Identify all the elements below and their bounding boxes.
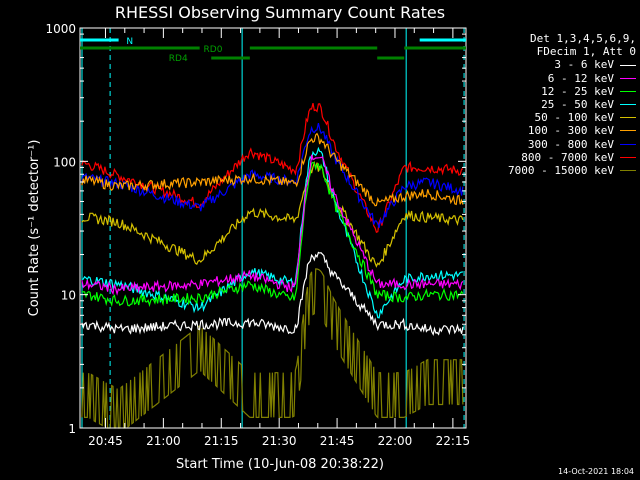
night-boundaries xyxy=(81,28,465,428)
series-line xyxy=(81,122,464,229)
flag-bars: N RD0 RD4 xyxy=(80,37,466,64)
legend-entry: 300 - 800 keV xyxy=(470,138,636,151)
legend-entry: 12 - 25 keV xyxy=(470,85,636,98)
legend-label: 6 - 12 keV xyxy=(547,71,614,85)
plot-frame xyxy=(79,27,467,429)
legend-entry: 6 - 12 keV xyxy=(470,72,636,85)
series-line xyxy=(81,268,464,429)
legend-swatch xyxy=(620,64,636,66)
legend-label: 3 - 6 keV xyxy=(554,58,614,72)
y-tick-label: 1 xyxy=(68,422,76,436)
series-line xyxy=(81,154,464,296)
legend-swatch xyxy=(620,117,636,119)
series-line xyxy=(81,160,464,268)
rd0-flag-label: RD0 xyxy=(204,45,223,55)
series-line xyxy=(81,251,464,336)
legend: Det 1,3,4,5,6,9, FDecim 1, Att 0 3 - 6 k… xyxy=(470,32,636,177)
x-axis-label: Start Time (10-Jun-08 20:38:22) xyxy=(176,457,384,472)
x-axis: 20:45 21:00 21:15 21:30 21:45 22:00 22:15 xyxy=(88,28,470,448)
legend-label: 50 - 100 keV xyxy=(534,111,614,125)
x-tick-label: 21:15 xyxy=(204,434,239,448)
legend-swatch xyxy=(620,143,636,145)
legend-swatch xyxy=(620,156,636,158)
x-tick-label: 20:45 xyxy=(88,434,123,448)
legend-swatch xyxy=(620,77,636,79)
legend-entry: 100 - 300 keV xyxy=(470,124,636,137)
legend-entry: 25 - 50 keV xyxy=(470,98,636,111)
series-line xyxy=(81,146,463,319)
series-line xyxy=(81,132,464,207)
legend-entry: 50 - 100 keV xyxy=(470,111,636,124)
y-axis: 1 10 100 1000 xyxy=(45,22,466,436)
y-axis-label: Count Rate (s⁻¹ detector⁻¹) xyxy=(27,140,42,317)
y-tick-label: 100 xyxy=(53,155,76,169)
legend-label: 100 - 300 keV xyxy=(527,124,614,138)
legend-swatch xyxy=(620,104,636,106)
legend-label: 7000 - 15000 keV xyxy=(508,163,614,177)
legend-entry: 3 - 6 keV xyxy=(470,58,636,71)
legend-label: 800 - 7000 keV xyxy=(521,150,614,164)
night-flag-label: N xyxy=(126,37,133,47)
rd4-flag-label: RD4 xyxy=(169,54,188,64)
x-tick-label: 21:45 xyxy=(320,434,355,448)
series-line xyxy=(81,161,464,308)
x-tick-label: 22:15 xyxy=(436,434,471,448)
x-tick-label: 21:00 xyxy=(146,434,181,448)
y-tick-label: 1000 xyxy=(45,22,76,36)
legend-header-1: Det 1,3,4,5,6,9, xyxy=(530,32,636,45)
x-tick-label: 21:30 xyxy=(262,434,297,448)
timestamp: 14-Oct-2021 18:04 xyxy=(558,467,634,476)
legend-entry: 800 - 7000 keV xyxy=(470,151,636,164)
legend-label: 25 - 50 keV xyxy=(541,97,614,111)
series-line xyxy=(81,102,463,233)
y-tick-label: 10 xyxy=(61,289,76,303)
series-layer xyxy=(81,102,464,429)
legend-label: 12 - 25 keV xyxy=(541,84,614,98)
legend-header-2: FDecim 1, Att 0 xyxy=(536,45,636,59)
legend-entry: 7000 - 15000 keV xyxy=(470,164,636,177)
x-tick-label: 22:00 xyxy=(378,434,413,448)
legend-swatch xyxy=(620,130,636,132)
legend-swatch xyxy=(620,90,636,92)
legend-swatch xyxy=(620,170,636,171)
legend-label: 300 - 800 keV xyxy=(527,137,614,151)
chart-title: RHESSI Observing Summary Count Rates xyxy=(115,3,445,22)
